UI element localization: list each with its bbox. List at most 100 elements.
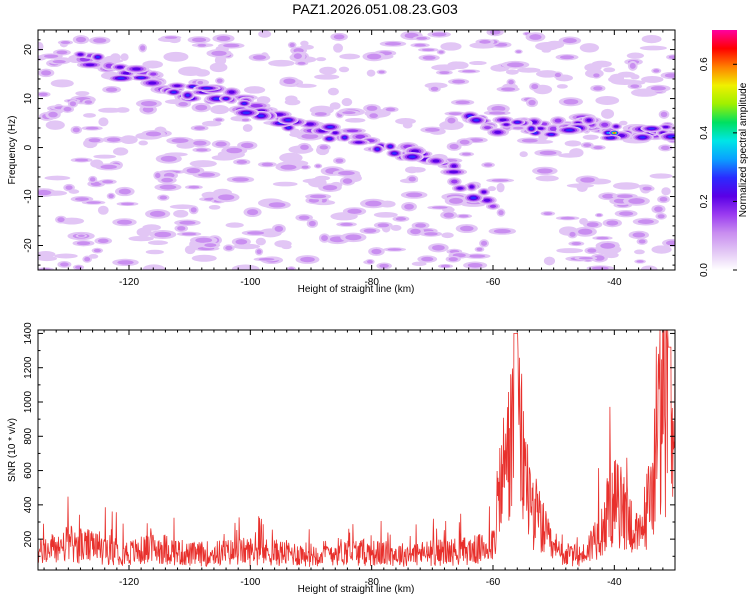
heatmap-contour: [69, 101, 77, 107]
heatmap-contour: [154, 231, 172, 238]
heatmap-contour: [424, 232, 438, 236]
x-tick-label: -120: [119, 277, 139, 288]
heatmap-contour: [531, 84, 539, 90]
heatmap-contour: [612, 182, 640, 190]
heatmap-contour: [601, 108, 615, 119]
heatmap-contour: [289, 43, 295, 48]
heatmap-contour: [188, 185, 200, 189]
heatmap-contour: [529, 34, 542, 40]
heatmap-contour: [88, 138, 101, 143]
heatmap-contour: [178, 66, 204, 77]
heatmap-contour: [76, 241, 91, 246]
heatmap-contour: [379, 263, 389, 269]
heatmap-contour: [566, 183, 594, 188]
heatmap-contour: [197, 43, 207, 47]
heatmap-contour: [116, 219, 133, 225]
heatmap-contour: [432, 244, 445, 251]
heatmap-contour: [108, 194, 114, 199]
heatmap-contour: [242, 111, 250, 115]
heatmap-contour: [587, 248, 597, 253]
heatmap-contour: [138, 140, 148, 146]
heatmap-contour: [140, 45, 146, 51]
heatmap-contour: [664, 73, 675, 78]
heatmap-contour: [640, 265, 658, 270]
heatmap-contour: [438, 50, 444, 54]
heatmap-contour: [171, 138, 189, 143]
heatmap-contour: [342, 136, 347, 139]
heatmap-contour: [663, 125, 669, 129]
heatmap-contour: [136, 227, 152, 237]
heatmap-contour: [387, 248, 402, 251]
heatmap-contour: [280, 164, 297, 170]
heatmap-contour: [315, 57, 327, 62]
heatmap-contour: [112, 147, 129, 156]
heatmap-contour: [192, 37, 207, 43]
heatmap-contour: [459, 225, 474, 232]
heatmap-contour: [288, 267, 295, 270]
heatmap-contour: [308, 220, 316, 227]
heatmap-contour: [556, 248, 584, 254]
heatmap-contour: [342, 178, 353, 184]
heatmap-contour: [586, 222, 599, 228]
heatmap-contour: [242, 124, 253, 132]
heatmap-contour: [97, 238, 109, 243]
colorbar-gradient: [712, 30, 737, 270]
figure-title: PAZ1.2026.051.08.23.G03: [292, 1, 458, 17]
heatmap-contour: [285, 118, 292, 122]
heatmap-contour: [661, 187, 671, 196]
spectrogram-y-label: Frequency (Hz): [7, 116, 18, 185]
heatmap-contour: [75, 36, 87, 43]
heatmap-contour: [223, 43, 240, 48]
heatmap-contour: [606, 132, 610, 134]
heatmap-contour: [489, 30, 501, 35]
y-tick-label: -10: [23, 189, 34, 204]
heatmap-contour: [651, 245, 672, 254]
heatmap-contour: [321, 235, 328, 241]
heatmap-contour: [543, 256, 556, 266]
heatmap-contour: [247, 231, 265, 235]
heatmap-contour: [560, 216, 575, 220]
heatmap-contour: [268, 59, 295, 67]
heatmap-contour: [549, 126, 557, 131]
heatmap-contour: [559, 55, 575, 60]
heatmap-contour: [300, 256, 315, 263]
heatmap-contour: [642, 186, 652, 191]
heatmap-contour: [43, 54, 59, 59]
heatmap-contour: [57, 217, 65, 223]
heatmap-contour: [439, 120, 464, 130]
heatmap-contour: [355, 134, 366, 139]
heatmap-contour: [210, 105, 230, 115]
heatmap-contour: [660, 111, 668, 118]
heatmap-contour: [666, 240, 675, 246]
heatmap-contour: [120, 202, 135, 206]
heatmap-contour: [164, 36, 178, 39]
heatmap-contour: [641, 76, 664, 83]
heatmap-contour: [131, 67, 141, 71]
heatmap-contour: [564, 140, 582, 147]
heatmap-contour: [535, 175, 559, 182]
x-tick-label: -40: [607, 277, 622, 288]
heatmap-contour: [443, 212, 454, 218]
heatmap-contour: [441, 232, 454, 239]
heatmap-contour: [602, 193, 615, 199]
heatmap-contour: [473, 118, 480, 122]
heatmap-contour: [385, 107, 396, 112]
heatmap-contour: [56, 50, 68, 55]
heatmap-contour: [457, 186, 463, 190]
heatmap-contour: [641, 34, 662, 44]
heatmap-contour: [338, 171, 355, 176]
heatmap-contour: [268, 202, 286, 208]
y-tick-label: 800: [23, 428, 34, 445]
heatmap-contour: [203, 87, 211, 90]
heatmap-contour: [208, 205, 221, 210]
heatmap-contour: [159, 184, 177, 190]
heatmap-contour: [377, 223, 390, 228]
heatmap-contour: [596, 236, 609, 240]
heatmap-contour: [451, 164, 457, 168]
heatmap-contour: [78, 53, 83, 56]
heatmap-contour: [501, 87, 516, 91]
heatmap-contour: [95, 55, 100, 59]
heatmap-contour: [363, 228, 377, 233]
heatmap-contour: [491, 179, 509, 182]
heatmap-contour: [54, 253, 78, 259]
